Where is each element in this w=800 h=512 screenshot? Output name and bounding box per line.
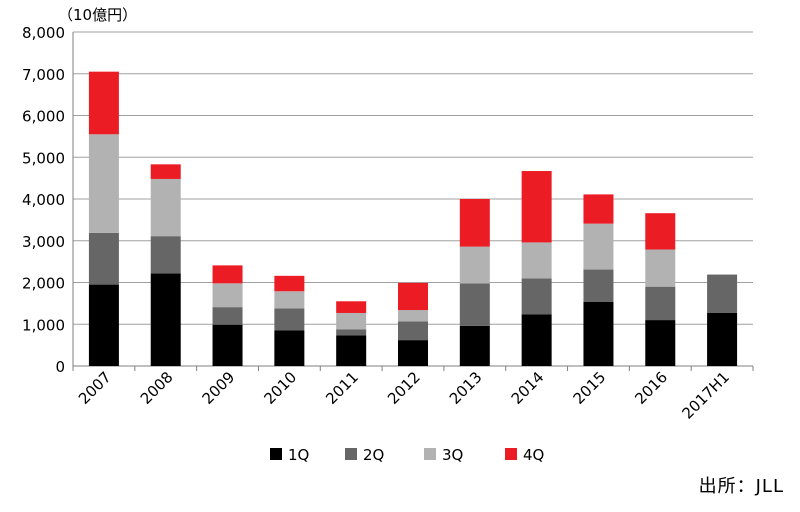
- bar-1q-2014: [521, 314, 552, 366]
- bar-2q-2013: [459, 283, 490, 326]
- y-tick-label: 5,000: [22, 149, 65, 167]
- bar-2q-2016: [645, 286, 676, 321]
- y-tick-label: 6,000: [22, 108, 65, 126]
- x-tick-label: 2015: [570, 368, 610, 408]
- unit-label: （10億円）: [58, 6, 138, 24]
- x-tick-label: 2008: [137, 368, 177, 408]
- bar-4q-2009: [212, 265, 243, 284]
- bar-2q-2008: [150, 236, 181, 274]
- bar-3q-2011: [336, 312, 367, 330]
- bar-3q-2010: [274, 291, 305, 309]
- bar-1q-2016: [645, 320, 676, 366]
- legend-swatch-4q: [505, 448, 517, 460]
- bar-1q-2013: [459, 325, 490, 366]
- legend-swatch-1q: [270, 448, 282, 460]
- bar-3q-2013: [459, 246, 490, 284]
- bar-3q-2015: [583, 223, 614, 270]
- y-tick-label: 7,000: [22, 66, 65, 84]
- bar-2q-2017h1: [707, 274, 738, 313]
- bar-2q-2010: [274, 308, 305, 331]
- bar-4q-2012: [398, 282, 428, 311]
- bar-2q-2012: [398, 321, 428, 341]
- x-tick-label: 2013: [446, 368, 486, 408]
- bar-4q-2013: [459, 199, 490, 247]
- y-tick-label: 3,000: [22, 233, 65, 251]
- bar-3q-2014: [521, 242, 552, 279]
- bar-4q-2011: [336, 301, 367, 313]
- y-tick-label: 8,000: [22, 24, 65, 42]
- bar-2q-2015: [583, 269, 614, 302]
- bar-1q-2007: [88, 284, 119, 366]
- bar-3q-2007: [88, 134, 119, 233]
- bar-2q-2011: [336, 329, 367, 336]
- bar-1q-2011: [336, 335, 367, 366]
- x-tick-label: 2012: [384, 368, 424, 408]
- bar-1q-2009: [212, 324, 243, 366]
- y-tick-label: 4,000: [22, 191, 65, 209]
- legend-swatch-2q: [345, 448, 357, 460]
- bar-2q-2014: [521, 278, 552, 315]
- bar-4q-2010: [274, 275, 305, 292]
- bar-3q-2012: [398, 310, 428, 322]
- x-tick-label: 2016: [631, 368, 671, 408]
- legend-label-1q: 1Q: [288, 446, 309, 464]
- bar-1q-2012: [398, 340, 428, 366]
- bar-1q-2015: [583, 301, 614, 366]
- bar-4q-2014: [521, 171, 552, 243]
- bar-3q-2008: [150, 178, 181, 237]
- bar-2q-2007: [88, 232, 119, 285]
- bar-4q-2007: [88, 71, 119, 135]
- legend-label-3q: 3Q: [442, 446, 463, 464]
- bar-4q-2008: [150, 164, 181, 179]
- bar-1q-2008: [150, 273, 181, 366]
- bar-1q-2010: [274, 330, 305, 366]
- bar-4q-2015: [583, 194, 614, 224]
- legend-swatch-3q: [424, 448, 436, 460]
- source-label: 出所：JLL: [698, 476, 784, 497]
- x-tick-label: 2014: [508, 368, 548, 408]
- x-tick-label: 2007: [75, 368, 115, 408]
- legend-label-4q: 4Q: [523, 446, 544, 464]
- y-tick-label: 2,000: [22, 275, 65, 293]
- y-tick-label: 1,000: [22, 316, 65, 334]
- x-tick-label: 2010: [260, 368, 300, 408]
- x-tick-label: 2009: [199, 368, 239, 408]
- bar-3q-2009: [212, 283, 243, 308]
- y-tick-label: 0: [55, 358, 65, 376]
- bar-2q-2009: [212, 307, 243, 325]
- bar-1q-2017h1: [707, 312, 738, 366]
- bar-3q-2016: [645, 249, 676, 287]
- x-tick-label: 2017H1: [678, 368, 732, 422]
- x-tick-label: 2011: [322, 368, 362, 408]
- legend-label-2q: 2Q: [363, 446, 384, 464]
- bar-4q-2016: [645, 213, 676, 250]
